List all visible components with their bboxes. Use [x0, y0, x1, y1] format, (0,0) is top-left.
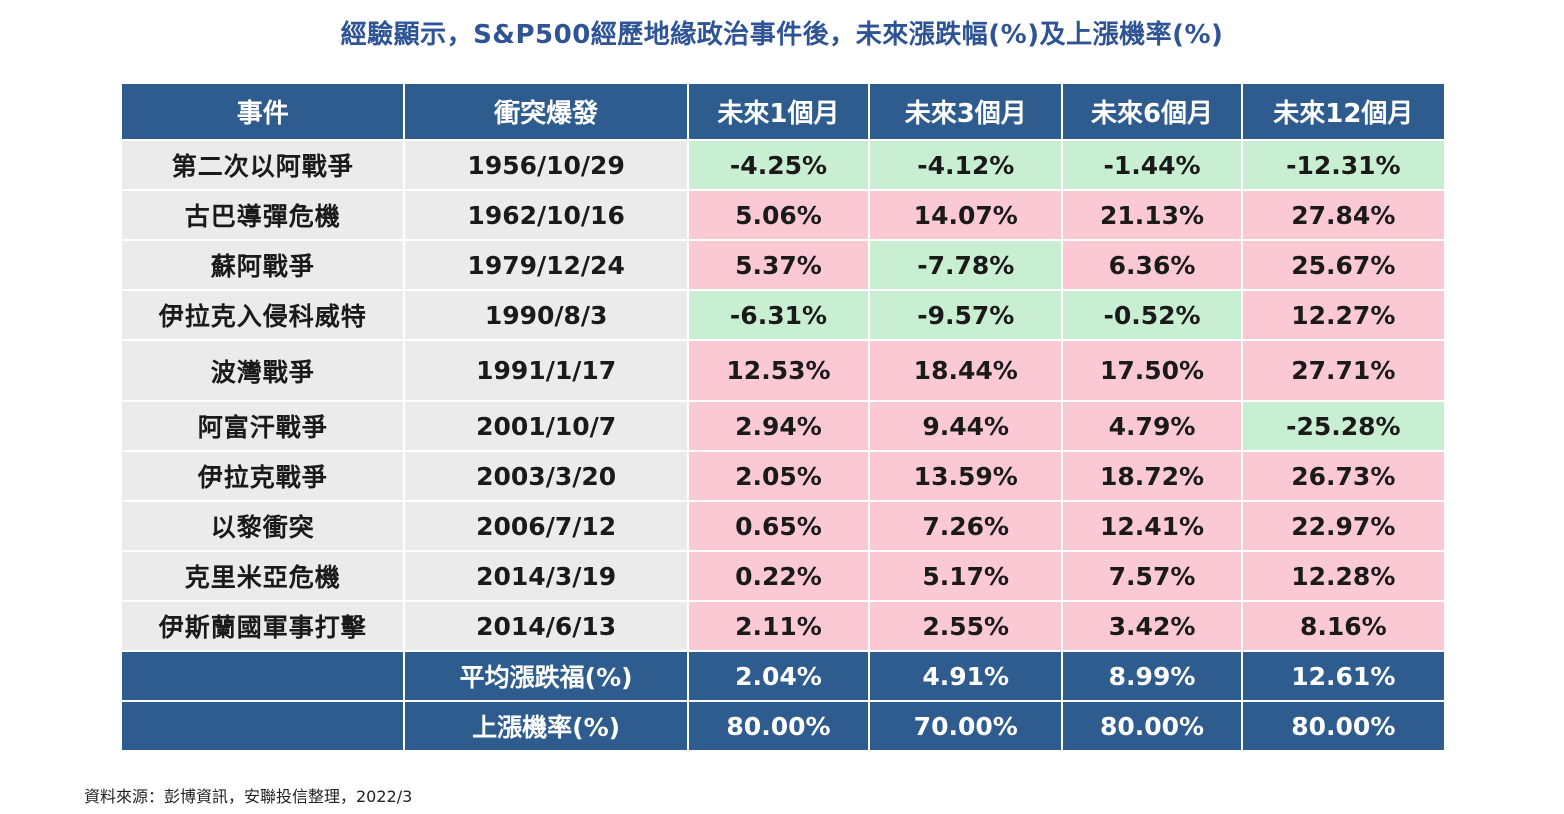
header-event: 事件: [119, 82, 406, 141]
conflict-date-cell: 1979/12/24: [403, 239, 689, 291]
summary-value-cell: 80.00%: [686, 700, 871, 752]
event-name-cell: 第二次以阿戰爭: [119, 139, 406, 191]
return-value-cell: 14.07%: [868, 189, 1064, 241]
event-name-cell: 伊拉克戰爭: [119, 450, 406, 502]
return-value-cell: 3.42%: [1061, 600, 1243, 652]
event-name-cell: 阿富汗戰爭: [119, 400, 406, 452]
table-row: 阿富汗戰爭 2001/10/7 2.94% 9.44% 4.79% -25.28%: [119, 400, 1447, 452]
summary-value-cell: 80.00%: [1061, 700, 1243, 752]
event-name-cell: 以黎衝突: [119, 500, 406, 552]
return-value-cell: 2.55%: [868, 600, 1064, 652]
summary-label-cell: 平均漲跌福(%): [403, 650, 689, 702]
table-row: 以黎衝突 2006/7/12 0.65% 7.26% 12.41% 22.97%: [119, 500, 1447, 552]
event-name-cell: 蘇阿戰爭: [119, 239, 406, 291]
return-value-cell: 17.50%: [1061, 339, 1243, 402]
event-name-cell: 克里米亞危機: [119, 550, 406, 602]
return-value-cell: 25.67%: [1240, 239, 1447, 291]
summary-blank-cell: [119, 700, 406, 752]
return-value-cell: -0.52%: [1061, 289, 1243, 341]
return-value-cell: 27.84%: [1240, 189, 1447, 241]
conflict-date-cell: 1962/10/16: [403, 189, 689, 241]
return-value-cell: -25.28%: [1240, 400, 1447, 452]
return-value-cell: 5.06%: [686, 189, 871, 241]
header-date: 衝突爆發: [403, 82, 689, 141]
conflict-date-cell: 1990/8/3: [403, 289, 689, 341]
table-row: 伊拉克入侵科威特 1990/8/3 -6.31% -9.57% -0.52% 12.27%: [119, 289, 1447, 341]
summary-value-cell: 4.91%: [868, 650, 1064, 702]
return-value-cell: -9.57%: [868, 289, 1064, 341]
conflict-date-cell: 2014/6/13: [403, 600, 689, 652]
summary-label-cell: 上漲機率(%): [403, 700, 689, 752]
return-value-cell: 6.36%: [1061, 239, 1243, 291]
return-value-cell: 5.37%: [686, 239, 871, 291]
return-value-cell: -4.25%: [686, 139, 871, 191]
return-value-cell: 26.73%: [1240, 450, 1447, 502]
conflict-date-cell: 2014/3/19: [403, 550, 689, 602]
return-value-cell: 2.05%: [686, 450, 871, 502]
rise-probability-row: 上漲機率(%) 80.00% 70.00% 80.00% 80.00%: [119, 700, 1447, 752]
return-value-cell: 4.79%: [1061, 400, 1243, 452]
conflict-date-cell: 1956/10/29: [403, 139, 689, 191]
return-value-cell: 12.27%: [1240, 289, 1447, 341]
table-row: 古巴導彈危機 1962/10/16 5.06% 14.07% 21.13% 27.84%: [119, 189, 1447, 241]
return-value-cell: 0.22%: [686, 550, 871, 602]
conflict-date-cell: 2003/3/20: [403, 450, 689, 502]
return-value-cell: 9.44%: [868, 400, 1064, 452]
header-6-month: 未來6個月: [1061, 82, 1243, 141]
summary-value-cell: 8.99%: [1061, 650, 1243, 702]
header-12-month: 未來12個月: [1240, 82, 1447, 141]
return-value-cell: -1.44%: [1061, 139, 1243, 191]
header-3-month: 未來3個月: [868, 82, 1064, 141]
conflict-date-cell: 1991/1/17: [403, 339, 689, 402]
table-row: 克里米亞危機 2014/3/19 0.22% 5.17% 7.57% 12.28%: [119, 550, 1447, 602]
conflict-date-cell: 2001/10/7: [403, 400, 689, 452]
return-value-cell: 13.59%: [868, 450, 1064, 502]
returns-table: 事件 衝突爆發 未來1個月 未來3個月 未來6個月 未來12個月 第二次以阿戰爭…: [119, 82, 1447, 752]
table-row: 波灣戰爭 1991/1/17 12.53% 18.44% 17.50% 27.71%: [119, 339, 1447, 402]
table-row: 伊斯蘭國軍事打擊 2014/6/13 2.11% 2.55% 3.42% 8.16%: [119, 600, 1447, 652]
return-value-cell: 7.26%: [868, 500, 1064, 552]
return-value-cell: 12.53%: [686, 339, 871, 402]
conflict-date-cell: 2006/7/12: [403, 500, 689, 552]
return-value-cell: 5.17%: [868, 550, 1064, 602]
return-value-cell: 8.16%: [1240, 600, 1447, 652]
table-row: 伊拉克戰爭 2003/3/20 2.05% 13.59% 18.72% 26.73%: [119, 450, 1447, 502]
return-value-cell: 21.13%: [1061, 189, 1243, 241]
summary-value-cell: 80.00%: [1240, 700, 1447, 752]
return-value-cell: 27.71%: [1240, 339, 1447, 402]
return-value-cell: 12.41%: [1061, 500, 1243, 552]
return-value-cell: 22.97%: [1240, 500, 1447, 552]
summary-value-cell: 70.00%: [868, 700, 1064, 752]
event-name-cell: 波灣戰爭: [119, 339, 406, 402]
header-1-month: 未來1個月: [686, 82, 871, 141]
return-value-cell: -7.78%: [868, 239, 1064, 291]
summary-value-cell: 2.04%: [686, 650, 871, 702]
return-value-cell: 2.11%: [686, 600, 871, 652]
return-value-cell: 18.44%: [868, 339, 1064, 402]
event-name-cell: 古巴導彈危機: [119, 189, 406, 241]
source-note: 資料來源：彭博資訊，安聯投信整理，2022/3: [84, 787, 413, 806]
return-value-cell: 0.65%: [686, 500, 871, 552]
return-value-cell: -12.31%: [1240, 139, 1447, 191]
return-value-cell: -6.31%: [686, 289, 871, 341]
table-body: 第二次以阿戰爭 1956/10/29 -4.25% -4.12% -1.44% -12.3…: [119, 139, 1447, 752]
event-name-cell: 伊斯蘭國軍事打擊: [119, 600, 406, 652]
event-name-cell: 伊拉克入侵科威特: [119, 289, 406, 341]
table-header-row: 事件 衝突爆發 未來1個月 未來3個月 未來6個月 未來12個月: [119, 82, 1447, 141]
summary-value-cell: 12.61%: [1240, 650, 1447, 702]
average-return-row: 平均漲跌福(%) 2.04% 4.91% 8.99% 12.61%: [119, 650, 1447, 702]
page-title: 經驗顯示，S&P500經歷地緣政治事件後，未來漲跌幅(%)及上漲機率(%): [340, 20, 1224, 50]
return-value-cell: 7.57%: [1061, 550, 1243, 602]
summary-blank-cell: [119, 650, 406, 702]
table-row: 第二次以阿戰爭 1956/10/29 -4.25% -4.12% -1.44% -12.3…: [119, 139, 1447, 191]
table-row: 蘇阿戰爭 1979/12/24 5.37% -7.78% 6.36% 25.67%: [119, 239, 1447, 291]
return-value-cell: -4.12%: [868, 139, 1064, 191]
return-value-cell: 2.94%: [686, 400, 871, 452]
return-value-cell: 12.28%: [1240, 550, 1447, 602]
return-value-cell: 18.72%: [1061, 450, 1243, 502]
